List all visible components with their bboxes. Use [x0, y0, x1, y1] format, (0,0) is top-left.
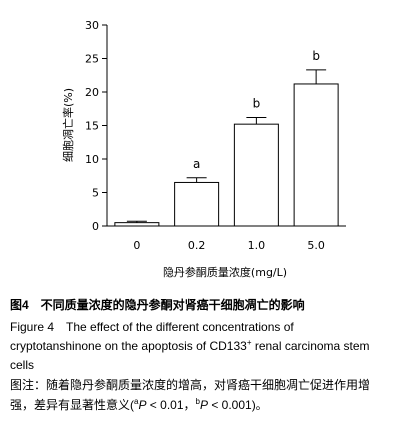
- error-bar: [306, 69, 327, 84]
- superscript: +: [247, 338, 252, 347]
- caption-note: 图注：随着隐丹参酮质量浓度的增高，对肾癌干细胞凋亡促进作用增: [10, 377, 370, 392]
- y-tick-label: 15: [85, 120, 99, 133]
- caption-note: 强，差异有显著性意义(: [10, 397, 134, 412]
- error-bar: [186, 177, 207, 183]
- caption-en: cryptotanshinone on the apoptosis of CD1…: [10, 339, 247, 353]
- p-symbol: P: [138, 398, 146, 412]
- bar: [293, 83, 339, 227]
- y-tick-label: 0: [92, 220, 99, 233]
- significance-label: b: [253, 96, 261, 110]
- caption-en: cells: [10, 358, 34, 372]
- y-axis-label: 细胞凋亡率(%): [61, 88, 75, 162]
- caption-cn-title: 图4 不同质量浓度的隐丹参酮对肾癌干细胞凋亡的影响: [10, 297, 305, 312]
- x-tick-label: 0.2: [188, 239, 206, 252]
- significance-label: a: [193, 157, 200, 171]
- error-bar: [246, 116, 267, 125]
- y-tick-label: 10: [85, 153, 99, 166]
- superscript: b: [196, 397, 201, 406]
- caption-en: cryptotanshinone on the apoptosis of CD1…: [10, 338, 370, 353]
- caption-en: Figure 4 The effect of the different con…: [10, 320, 294, 334]
- x-axis-label: 隐丹参酮质量浓度(mg/L): [163, 265, 287, 279]
- superscript: a: [134, 397, 139, 406]
- x-tick-label: 1.0: [248, 239, 266, 252]
- caption-note: < 0.01，: [146, 398, 195, 412]
- caption-note: 强，差异有显著性意义(aP < 0.01，bP < 0.001)。: [10, 397, 268, 412]
- error-bar: [126, 220, 147, 223]
- bar: [233, 123, 279, 227]
- significance-label: b: [312, 49, 320, 63]
- y-tick-label: 25: [85, 53, 99, 66]
- bar: [114, 222, 160, 227]
- p-symbol: P: [200, 398, 208, 412]
- y-tick-label: 20: [85, 86, 99, 99]
- y-tick-label: 30: [85, 19, 99, 32]
- y-tick-label: 5: [92, 187, 99, 200]
- caption-en: renal carcinoma stem: [252, 339, 370, 353]
- x-tick-label: 5.0: [307, 239, 325, 252]
- bar: [174, 181, 220, 227]
- x-tick-label: 0: [133, 239, 140, 252]
- caption-note: < 0.001)。: [208, 398, 268, 412]
